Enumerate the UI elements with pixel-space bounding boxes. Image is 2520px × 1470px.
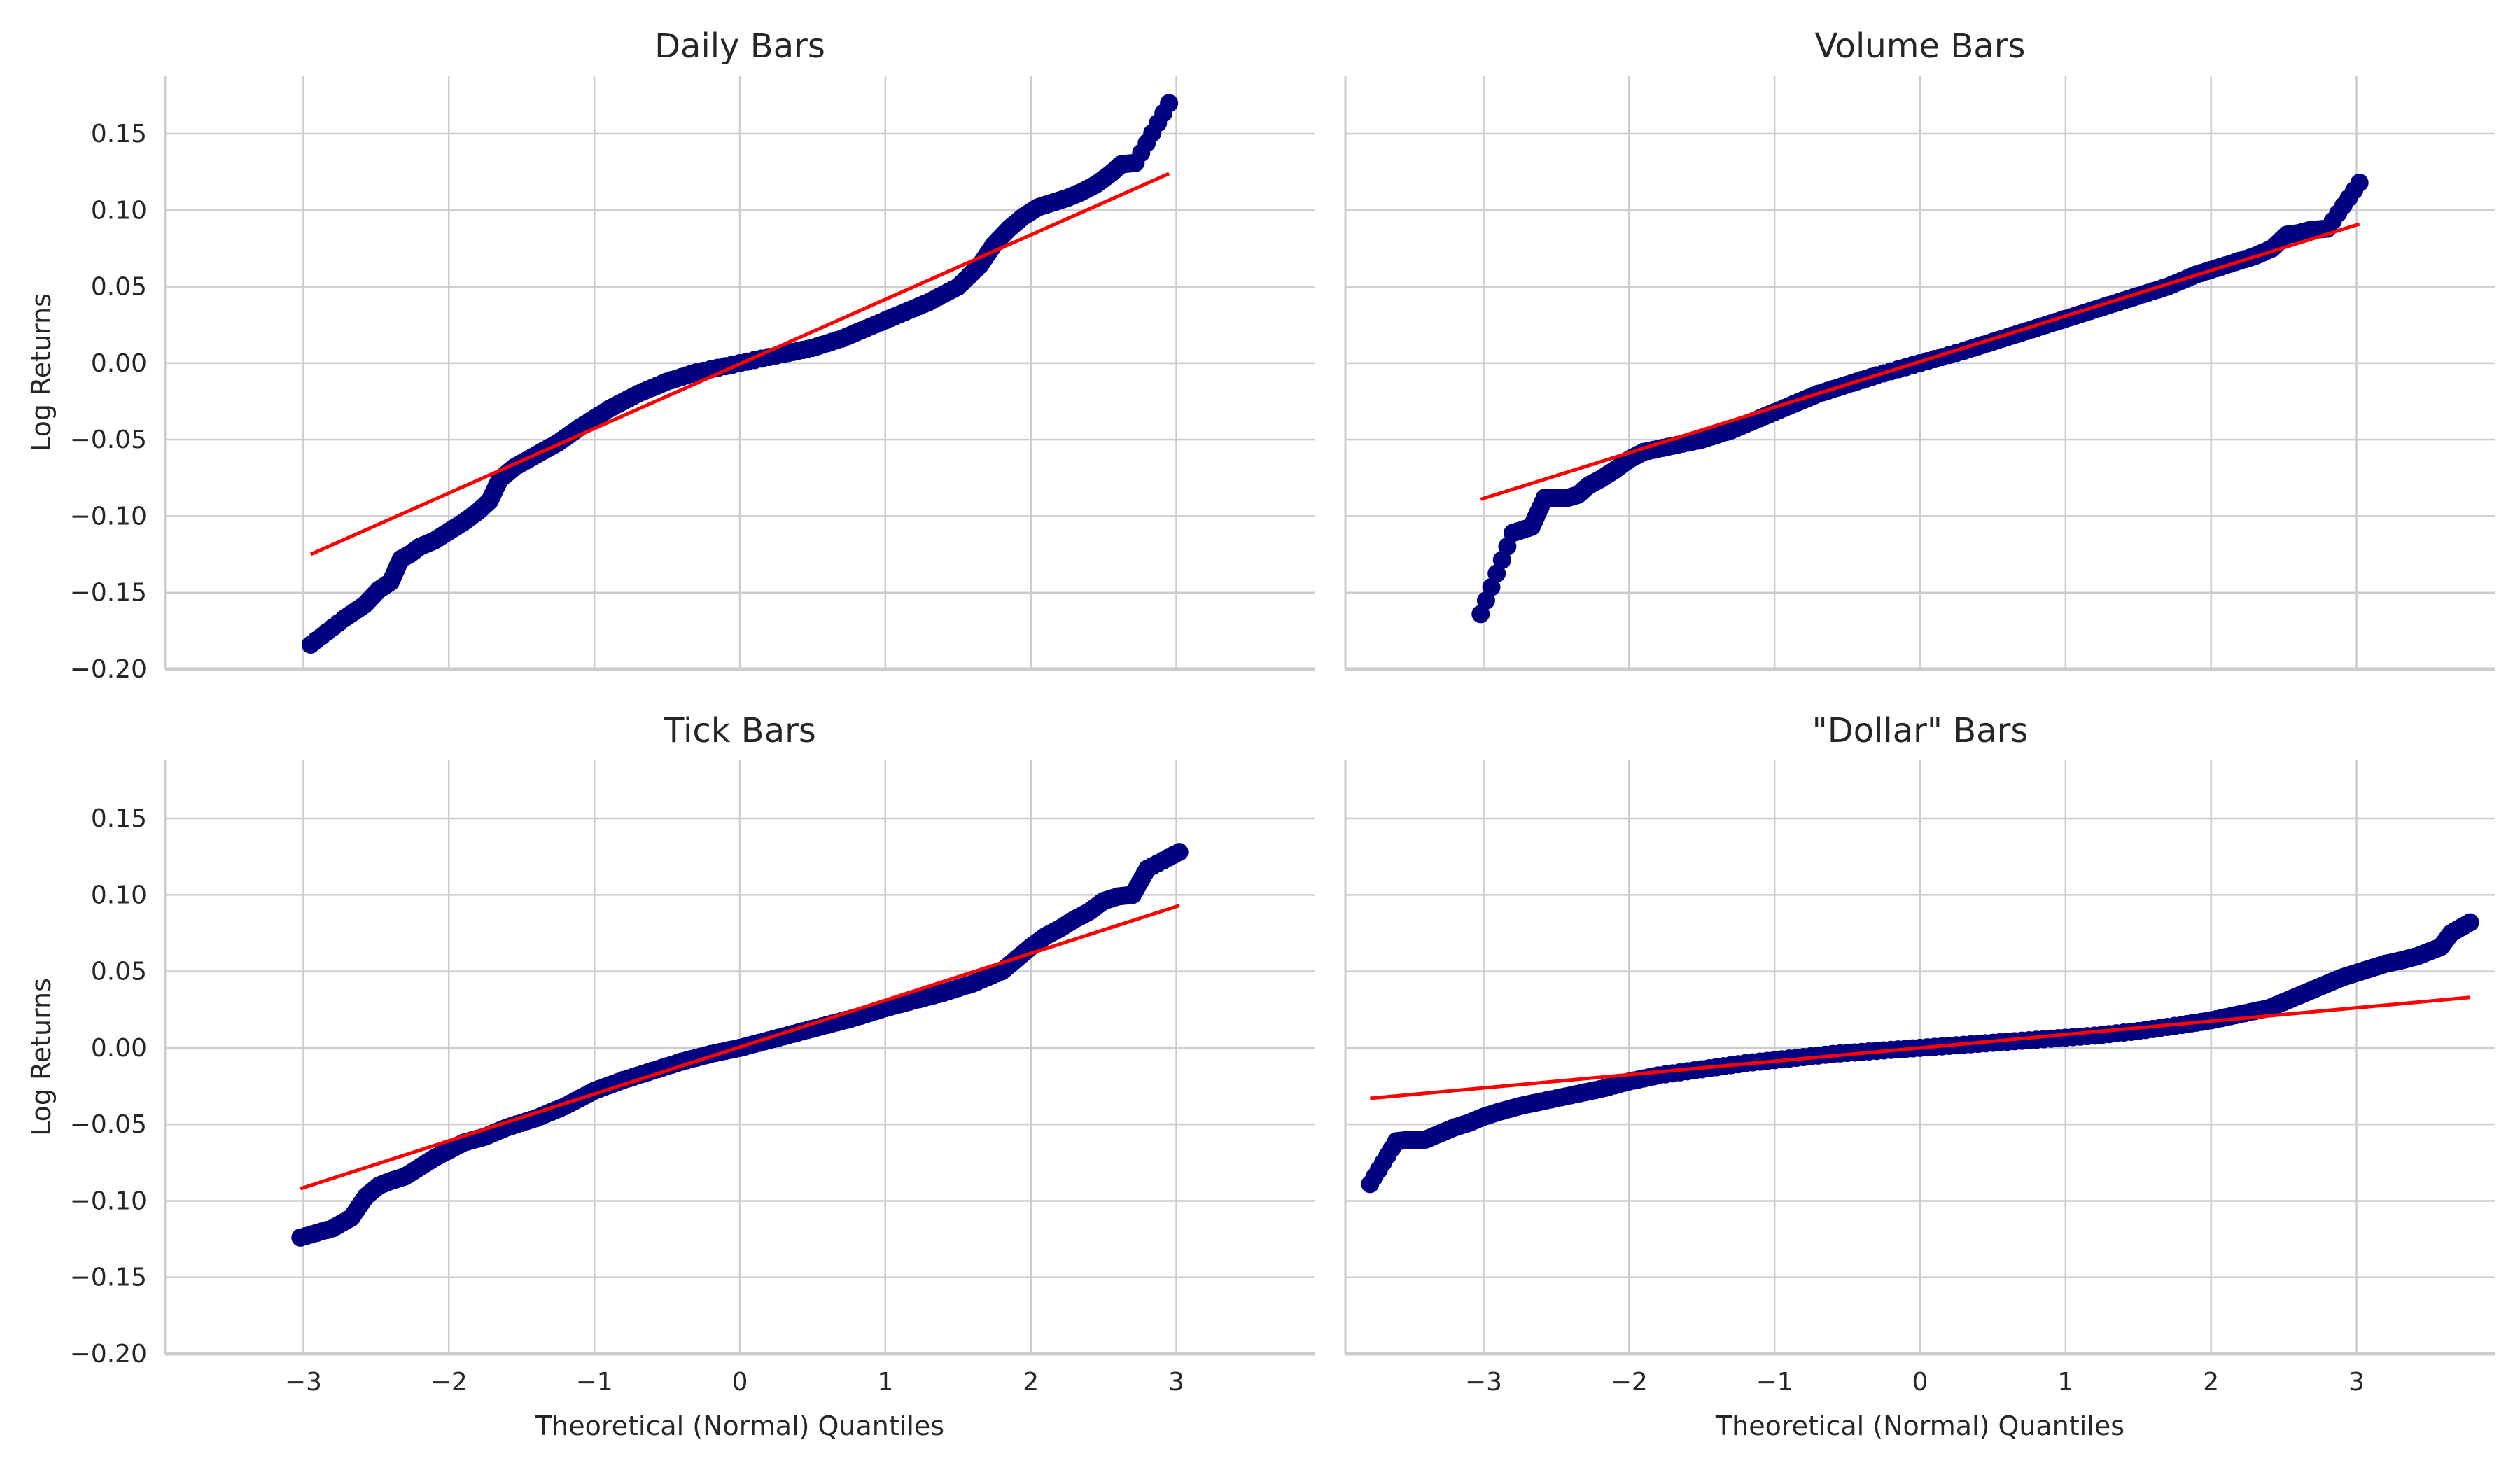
y-tick-label: 0.00 bbox=[91, 349, 147, 378]
y-tick-label: 0.15 bbox=[91, 120, 147, 148]
panel-tick-bars: −0.20 −0.15 −0.10 −0.05 0.00 0.05 0.10 0.15 −3 −2… bbox=[26, 711, 1315, 1441]
data-point bbox=[1165, 846, 1184, 864]
y-tick-label: −0.05 bbox=[70, 426, 147, 454]
panel-volume-bars: Volume Bars bbox=[1344, 27, 2495, 671]
x-tick-label: −3 bbox=[1465, 1368, 1502, 1396]
x-tick-label: −2 bbox=[430, 1368, 468, 1396]
panel-title: Daily Bars bbox=[654, 27, 825, 66]
plot-area: −0.20 −0.15 −0.10 −0.05 0.00 0.05 0.10 0.15 −3 −2… bbox=[70, 760, 1315, 1396]
panel-daily-bars: −0.20 −0.15 −0.10 −0.05 0.00 0.05 0.10 0.15 Dai… bbox=[26, 27, 1315, 684]
panel-title: Tick Bars bbox=[663, 711, 816, 750]
x-tick-label: −1 bbox=[576, 1368, 613, 1396]
x-tick-label: 3 bbox=[2348, 1368, 2365, 1396]
y-axis-label: Log Returns bbox=[26, 978, 57, 1136]
data-point bbox=[1498, 537, 1517, 556]
y-tick-label: −0.05 bbox=[70, 1110, 147, 1139]
y-tick-label: −0.10 bbox=[70, 1186, 147, 1215]
data-point bbox=[1816, 1045, 1835, 1064]
x-tick-label: 2 bbox=[1023, 1368, 1039, 1396]
plot-area bbox=[1344, 76, 2495, 671]
y-tick-label: 0.15 bbox=[91, 804, 147, 833]
reference-fit-line bbox=[1370, 995, 2470, 1100]
x-tick-label: 0 bbox=[732, 1368, 748, 1396]
y-tick-label: 0.10 bbox=[91, 881, 147, 909]
y-tick-label: −0.15 bbox=[70, 1264, 147, 1292]
x-tick-label: −1 bbox=[1756, 1368, 1793, 1396]
reference-fit-line bbox=[309, 172, 1170, 556]
x-tick-label: 0 bbox=[1912, 1368, 1928, 1396]
y-tick-label: 0.05 bbox=[91, 273, 147, 302]
x-axis-label: Theoretical (Normal) Quantiles bbox=[535, 1410, 944, 1441]
y-tick-label: 0.05 bbox=[91, 958, 147, 986]
data-point bbox=[1154, 104, 1173, 122]
plot-area: −0.20 −0.15 −0.10 −0.05 0.00 0.05 0.10 0.15 bbox=[70, 76, 1315, 684]
data-point bbox=[2345, 181, 2364, 200]
x-tick-label: 1 bbox=[877, 1368, 893, 1396]
y-tick-label: 0.00 bbox=[91, 1034, 147, 1063]
x-tick-label: −2 bbox=[1611, 1368, 1648, 1396]
y-tick-label: −0.10 bbox=[70, 502, 147, 531]
y-tick-label: 0.10 bbox=[91, 196, 147, 225]
reference-fit-line bbox=[1480, 222, 2360, 501]
reference-fit-line bbox=[300, 904, 1180, 1191]
panel-title: Volume Bars bbox=[1815, 27, 2026, 66]
y-axis-label: Log Returns bbox=[26, 293, 57, 451]
x-tick-label: 2 bbox=[2203, 1368, 2219, 1396]
data-point bbox=[2458, 915, 2477, 934]
y-tick-label: −0.15 bbox=[70, 579, 147, 608]
x-axis-label: Theoretical (Normal) Quantiles bbox=[1715, 1410, 2124, 1441]
x-tick-label: 3 bbox=[1168, 1368, 1184, 1396]
y-tick-label: −0.20 bbox=[70, 1340, 147, 1368]
panel-dollar-bars: −3 −2 −1 0 1 2 3 "Dollar" Bars Theoretical (No… bbox=[1344, 711, 2495, 1441]
x-tick-label: 1 bbox=[2057, 1368, 2073, 1396]
panel-title: "Dollar" Bars bbox=[1812, 711, 2029, 750]
y-tick-label: −0.20 bbox=[70, 655, 147, 684]
plot-area: −3 −2 −1 0 1 2 3 bbox=[1344, 760, 2495, 1396]
x-tick-label: −3 bbox=[285, 1368, 322, 1396]
